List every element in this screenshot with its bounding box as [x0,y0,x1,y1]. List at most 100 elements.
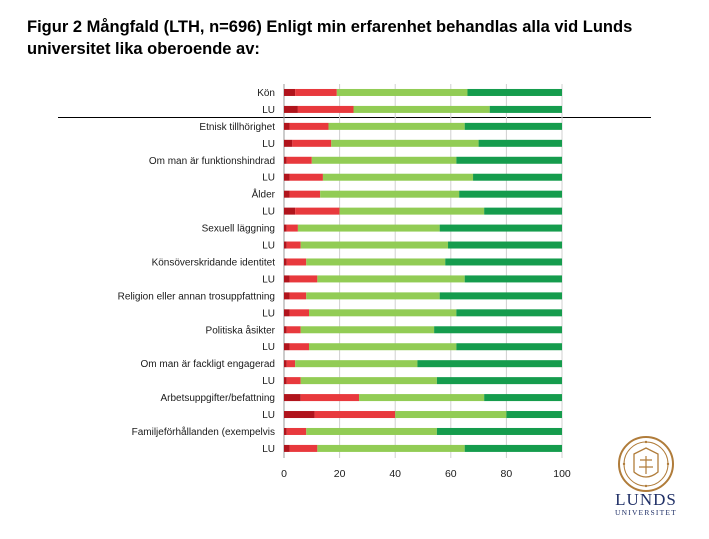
bar-segment [478,139,562,147]
category-label: Politiska åsikter [206,324,276,336]
category-label: Arbetsuppgifter/befattning [160,393,275,404]
bar-segment [289,173,323,181]
bar-segment [448,241,562,249]
bar-segment [284,207,296,215]
bar-segment [284,190,290,198]
bar-segment [322,173,474,181]
category-label: Om man är fackligt engagerad [140,359,275,370]
bar-segment [439,224,562,232]
bar-segment [484,394,562,402]
bar-segment [284,122,290,130]
bar-segment [284,444,290,452]
bar-segment [300,394,360,402]
bar-segment [456,156,562,164]
category-label: Ålder [252,188,276,201]
bar-segment [286,241,301,249]
bar-segment [353,105,490,113]
bar-segment [336,88,468,96]
category-label: Kön [257,88,275,99]
bar-segment [284,88,296,96]
bar-segment [300,377,437,385]
bar-segment [395,411,507,419]
bar-segment [328,122,465,130]
bar-segment [306,258,446,266]
category-label: Familjeförhållanden (exempelvis [132,426,275,438]
bar-segment [300,241,449,249]
bar-segment [417,360,562,368]
bar-segment [284,241,287,249]
category-label: LU [262,139,275,150]
category-label: Religion eller annan trosuppfattning [118,291,275,302]
bar-segment [284,411,315,419]
bar-segment [331,139,479,147]
bar-segment [456,309,562,317]
category-label: LU [262,241,275,252]
category-label: LU [262,207,275,218]
bar-segment [300,326,435,334]
x-tick-label: 20 [334,468,346,480]
bar-segment [295,360,418,368]
bar-segment [286,427,307,435]
bar-segment [289,309,310,317]
category-label: LU [262,173,275,184]
chart-x-ticks: 0 20 40 60 80 100 [281,468,571,480]
bar-segment [286,224,298,232]
bar-segment [284,292,290,300]
category-label: Könsöverskridande identitet [152,257,276,268]
bar-segment [289,122,329,130]
bar-segment [489,105,562,113]
category-label: LU [262,308,275,319]
bar-segment [464,122,562,130]
bar-segment [292,139,332,147]
x-tick-label: 40 [389,468,401,480]
bar-segment [434,326,562,334]
category-label: Sexuell läggning [202,224,275,235]
bar-segment [436,427,562,435]
bar-segment [506,411,562,419]
bar-segment [295,88,337,96]
bar-segment [284,275,290,283]
category-label: LU [262,274,275,285]
bar-segment [284,377,287,385]
bar-segment [286,360,296,368]
category-label: Om man är funktionshindrad [149,156,275,167]
bar-segment [289,275,318,283]
bar-segment [320,190,460,198]
chart-category-labels: Kön LU Etnisk tillhörighet LU Om man är funk… [118,88,276,455]
bar-segment [297,224,440,232]
bar-segment [459,190,562,198]
bar-segment [306,427,437,435]
x-tick-label: 60 [445,468,457,480]
category-label: LU [262,376,275,387]
bar-segment [289,292,307,300]
bar-segment [289,190,321,198]
x-tick-label: 80 [501,468,513,480]
bar-segment [436,377,562,385]
category-label: LU [262,444,275,455]
category-label: Etnisk tillhörighet [199,122,275,133]
bar-segment [339,207,485,215]
bar-segment [286,156,312,164]
bar-segment [484,207,562,215]
bar-segment [286,326,301,334]
bar-segment [359,394,485,402]
bar-segment [295,207,340,215]
bar-segment [445,258,562,266]
figure-title: Figur 2 Mångfald (LTH, n=696) Enligt min… [27,18,633,58]
bar-segment [284,326,287,334]
bar-segment [317,275,465,283]
bar-segment [314,411,396,419]
title-divider [58,117,651,118]
bar-segment [284,343,290,351]
bar-segment [439,292,562,300]
bar-segment [289,343,310,351]
bar-segment [473,173,562,181]
bar-segment [456,343,562,351]
logo-wordmark: LUNDS [615,490,677,509]
bar-segment [467,88,562,96]
bar-segment [464,275,562,283]
category-label: LU [262,410,275,421]
bar-segment [284,309,290,317]
bar-segment [284,360,287,368]
